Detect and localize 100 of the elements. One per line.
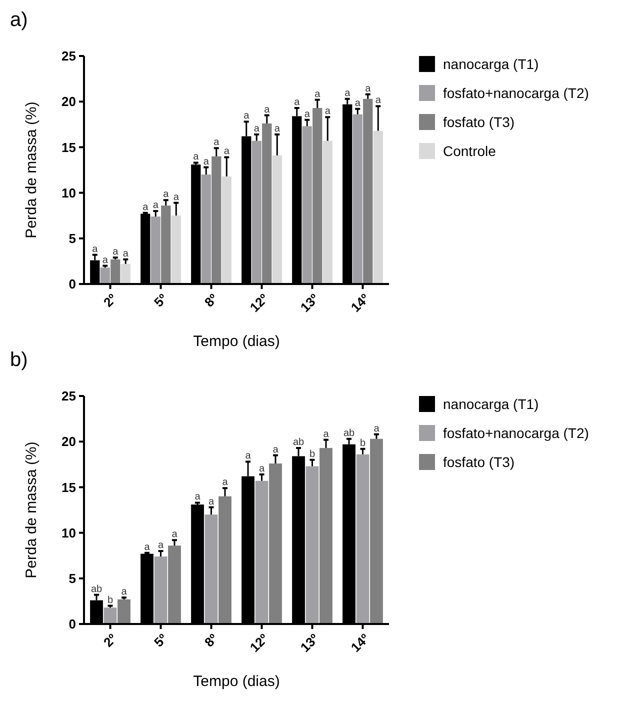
data-label: a — [314, 88, 321, 100]
data-label: a — [208, 496, 214, 508]
bar — [204, 514, 218, 624]
bar — [363, 98, 373, 284]
data-label: a — [375, 95, 382, 106]
data-label: a — [245, 450, 252, 462]
data-label: b — [360, 438, 366, 449]
data-label: a — [323, 428, 330, 440]
y-tick-label: 20 — [62, 434, 76, 450]
data-label: a — [193, 152, 200, 163]
bar — [312, 108, 322, 284]
bar — [118, 599, 130, 624]
bar — [201, 174, 211, 284]
x-tick-label: 12º — [246, 630, 272, 655]
y-tick-label: 0 — [68, 276, 76, 292]
legend-label: Controle — [443, 142, 496, 159]
bar — [269, 463, 282, 624]
x-axis-title: Tempo (dias) — [193, 333, 280, 350]
x-tick-label: 14º — [348, 290, 372, 315]
x-tick-label: 2º — [100, 630, 120, 650]
data-label: a — [194, 492, 201, 503]
bar — [272, 155, 282, 284]
chart-title: b) — [10, 349, 28, 371]
data-label: a — [112, 246, 119, 258]
data-label: a — [324, 106, 331, 118]
data-label: a — [144, 542, 150, 553]
legend-label: fosfato+nanocarga (T2) — [443, 424, 589, 441]
bar — [255, 480, 268, 624]
data-label: a — [172, 529, 178, 540]
data-label: a — [304, 108, 310, 120]
x-tick-label: 12º — [246, 290, 272, 315]
data-label: ab — [90, 584, 103, 595]
data-label: ab — [343, 428, 355, 439]
bar — [370, 438, 383, 624]
x-tick-label: 8º — [202, 290, 221, 310]
data-label: a — [254, 123, 260, 134]
data-label: a — [244, 110, 250, 122]
data-label: a — [222, 477, 228, 488]
bar — [352, 114, 362, 284]
chart-title: a) — [10, 9, 28, 31]
bar — [252, 140, 262, 284]
bar — [306, 466, 319, 624]
y-axis-title: Perda de massa (%) — [23, 102, 40, 238]
data-label: a — [354, 98, 361, 109]
x-axis-title: Tempo (dias) — [193, 673, 280, 690]
data-label: a — [272, 444, 279, 456]
x-tick-label: 8º — [202, 630, 221, 650]
bar — [302, 126, 312, 284]
y-tick-label: 20 — [62, 94, 76, 110]
y-axis-title: Perda de massa (%) — [23, 442, 40, 578]
data-label: a — [264, 104, 270, 116]
y-tick-label: 5 — [68, 570, 76, 586]
bar — [171, 216, 181, 284]
bar — [218, 496, 232, 624]
bar — [150, 216, 160, 284]
bar — [212, 156, 222, 284]
data-label: a — [274, 123, 280, 134]
bar — [154, 556, 168, 624]
bar — [322, 140, 332, 284]
data-label: a — [121, 586, 128, 598]
legend-label: nanocarga (T1) — [443, 56, 539, 72]
bar — [168, 546, 181, 624]
bar — [100, 268, 110, 284]
legend-label: nanocarga (T1) — [443, 396, 539, 412]
bar — [120, 264, 130, 284]
data-label: b — [107, 594, 114, 606]
legend-label: fosfato (T3) — [443, 114, 515, 130]
x-tick-label: 14º — [348, 630, 372, 655]
data-label: a — [163, 189, 170, 200]
y-tick-label: 10 — [62, 525, 76, 540]
bar — [262, 123, 272, 284]
data-label: a — [102, 254, 108, 266]
bar — [356, 454, 370, 624]
y-tick-label: 5 — [68, 230, 76, 246]
y-tick-label: 25 — [62, 388, 76, 404]
y-tick-label: 0 — [68, 616, 76, 632]
data-label: a — [258, 463, 265, 474]
bar — [110, 259, 120, 284]
y-tick-label: 15 — [62, 140, 76, 155]
data-label: a — [122, 248, 129, 260]
data-label: b — [309, 448, 316, 460]
data-label: a — [365, 83, 372, 94]
data-label: a — [92, 244, 98, 255]
bar — [320, 448, 332, 624]
data-label: a — [142, 202, 149, 213]
legend-label: fosfato (T3) — [443, 454, 515, 470]
legend-label: fosfato+nanocarga (T2) — [443, 84, 589, 101]
data-label: a — [224, 146, 230, 158]
x-tick-label: 13º — [297, 290, 322, 315]
bar — [161, 206, 171, 284]
bar — [222, 176, 232, 284]
data-label: ab — [292, 436, 305, 448]
x-tick-label: 5º — [151, 290, 170, 310]
x-tick-label: 2º — [100, 290, 120, 310]
y-tick-label: 10 — [62, 185, 76, 200]
data-label: a — [158, 540, 164, 552]
x-tick-label: 13º — [297, 630, 322, 655]
data-label: a — [374, 423, 380, 434]
data-label: a — [344, 88, 351, 99]
data-label: a — [214, 137, 220, 148]
